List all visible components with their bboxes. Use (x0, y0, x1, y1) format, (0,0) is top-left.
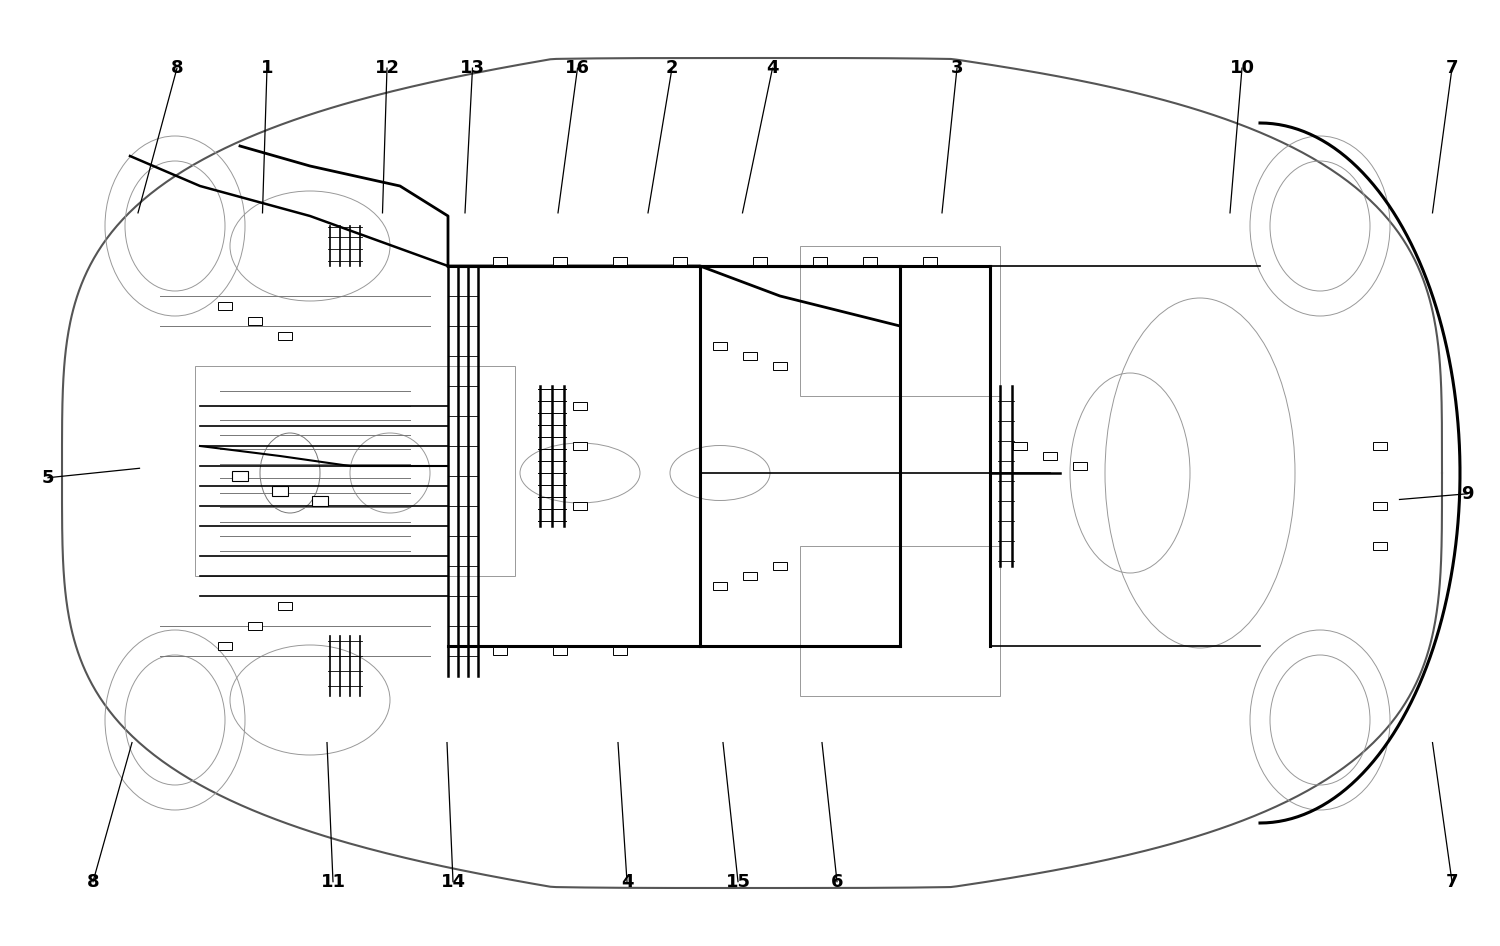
Bar (772, 562, 788, 570)
Bar (813, 257, 826, 265)
Bar (217, 302, 232, 310)
Bar (248, 622, 262, 630)
Text: 3: 3 (951, 59, 963, 78)
Bar (1372, 502, 1388, 510)
Bar (742, 572, 758, 580)
Bar (1072, 462, 1088, 470)
Text: 8: 8 (171, 59, 183, 78)
Bar (573, 402, 586, 410)
Text: 13: 13 (460, 59, 484, 78)
Bar (712, 342, 728, 350)
Bar (1042, 452, 1058, 460)
Bar (674, 257, 687, 265)
Bar (800, 546, 1000, 696)
Text: 16: 16 (566, 59, 590, 78)
Bar (573, 502, 586, 510)
Text: 8: 8 (87, 872, 99, 891)
Bar (217, 642, 232, 650)
Text: 11: 11 (321, 872, 345, 891)
Text: 7: 7 (1446, 872, 1458, 891)
Bar (573, 442, 586, 450)
Bar (772, 362, 788, 370)
Bar (312, 496, 328, 506)
Bar (614, 257, 627, 265)
Bar (742, 352, 758, 360)
Bar (278, 332, 292, 340)
Bar (614, 647, 627, 655)
Bar (712, 582, 728, 590)
Bar (195, 366, 514, 576)
Bar (862, 257, 877, 265)
Text: 4: 4 (766, 59, 778, 78)
Bar (922, 257, 938, 265)
Text: 9: 9 (1461, 484, 1473, 503)
Text: 4: 4 (621, 872, 633, 891)
Text: 10: 10 (1230, 59, 1254, 78)
Text: 12: 12 (375, 59, 399, 78)
Text: 5: 5 (42, 468, 54, 487)
Bar (1372, 542, 1388, 550)
Text: 15: 15 (726, 872, 750, 891)
Bar (494, 257, 507, 265)
Bar (1013, 442, 1028, 450)
Text: 6: 6 (831, 872, 843, 891)
Bar (554, 647, 567, 655)
Bar (554, 257, 567, 265)
Bar (800, 246, 1000, 396)
Bar (232, 471, 248, 481)
Bar (753, 257, 766, 265)
Bar (248, 317, 262, 325)
Text: 7: 7 (1446, 59, 1458, 78)
Bar (1372, 442, 1388, 450)
Bar (278, 602, 292, 610)
Bar (494, 647, 507, 655)
Text: 14: 14 (441, 872, 465, 891)
Bar (272, 486, 288, 496)
Text: 1: 1 (261, 59, 273, 78)
Text: 2: 2 (666, 59, 678, 78)
